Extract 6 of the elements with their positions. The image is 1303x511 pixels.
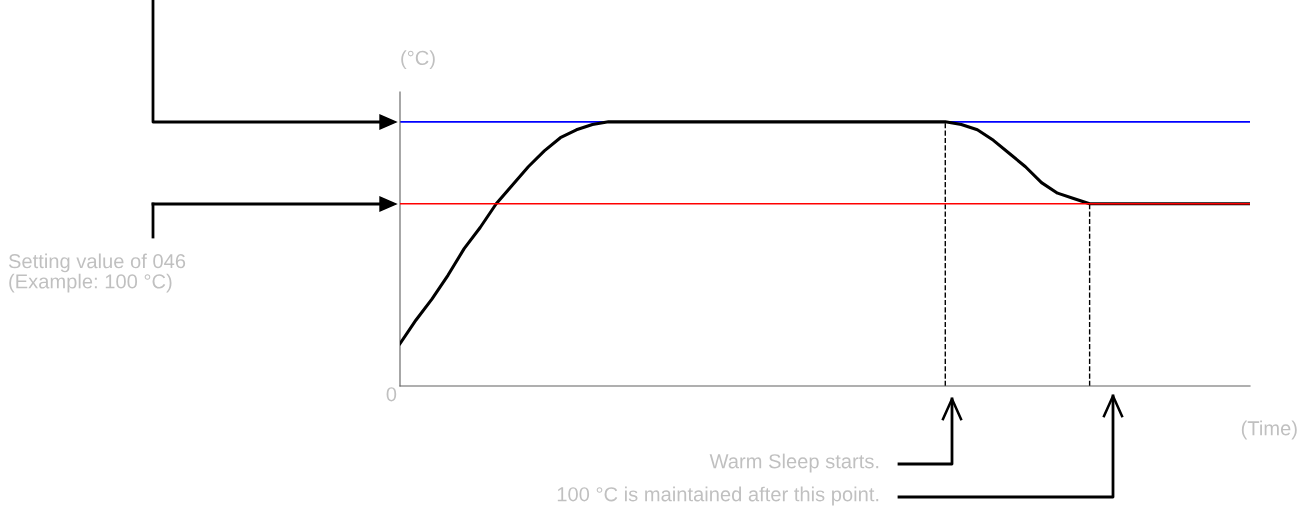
text: 100 °C is maintained after this point. [557,486,879,506]
y-axis-title: (°C) [401,50,435,70]
x-axis-title: (Time) [1241,420,1297,440]
text: 0 [386,387,397,402]
text: Setting value of 046 (Example: 100 °C) [8,253,186,293]
text: Warm Sleep starts. [709,453,879,473]
